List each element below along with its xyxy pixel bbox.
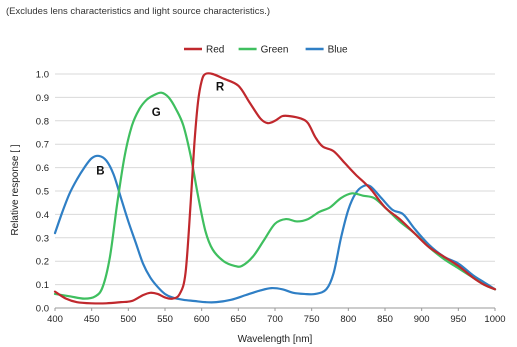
curve-label-blue: B: [96, 166, 104, 178]
y-tick-label: 0.9: [36, 93, 49, 104]
y-tick-label: 0.2: [36, 257, 49, 268]
y-tick-label: 0.3: [36, 233, 49, 244]
chart-note: (Excludes lens characteristics and light…: [6, 6, 270, 17]
curve-labels: R G B: [96, 81, 225, 177]
x-tick-label: 800: [340, 314, 356, 325]
x-tick-label: 1000: [484, 314, 505, 325]
y-tick-label: 0.1: [36, 280, 49, 291]
x-tick-label: 900: [414, 314, 430, 325]
x-tick-label: 750: [304, 314, 320, 325]
y-tick-label: 0.7: [36, 140, 49, 151]
y-tick-label: 0.6: [36, 163, 49, 174]
legend-label-red: Red: [206, 45, 224, 56]
series-group: [53, 72, 497, 305]
axes: 0.0 0.1 0.2 0.3 0.4 0.5 0.6 0.7 0.8 0.9 1.0 400 450 5…: [36, 70, 506, 326]
x-tick-label: 550: [157, 314, 173, 325]
x-tick-label: 650: [230, 314, 246, 325]
y-tick-label: 0.4: [36, 210, 49, 221]
curve-label-red: R: [216, 81, 225, 93]
x-tick-label: 700: [267, 314, 283, 325]
x-tick-label: 600: [194, 314, 210, 325]
y-axis-label: Relative response [ ]: [10, 144, 21, 235]
legend-label-blue: Blue: [328, 45, 348, 56]
x-tick-label: 850: [377, 314, 393, 325]
series-line-red: [53, 72, 497, 305]
legend: Red Green Blue: [184, 45, 348, 56]
x-axis-label: Wavelength [nm]: [238, 334, 313, 345]
grid: [55, 73, 495, 309]
legend-label-green: Green: [261, 45, 289, 56]
y-tick-label: 1.0: [36, 70, 49, 81]
x-tick-label: 400: [47, 314, 63, 325]
y-tick-label: 0.5: [36, 187, 49, 198]
y-tick-label: 0.0: [36, 304, 49, 315]
curve-label-green: G: [152, 107, 161, 119]
x-tick-label: 950: [450, 314, 466, 325]
y-tick-label: 0.8: [36, 116, 49, 127]
series-line-green: [53, 91, 497, 300]
x-tick-label: 450: [84, 314, 100, 325]
series-line-blue: [53, 154, 497, 304]
x-tick-label: 500: [120, 314, 136, 325]
